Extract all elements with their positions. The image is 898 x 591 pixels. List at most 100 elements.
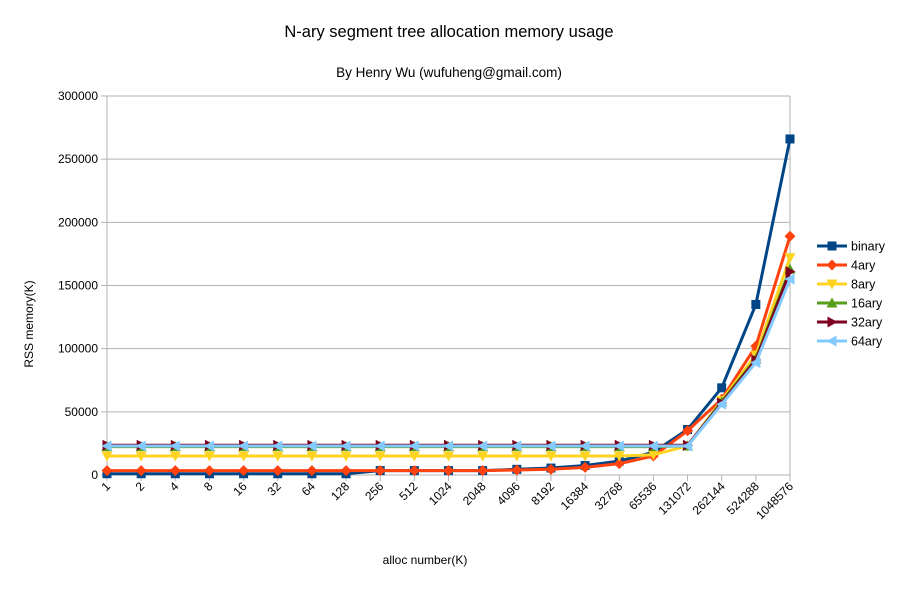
- data-point-binary: [751, 299, 761, 309]
- data-point-64ary: [545, 440, 556, 452]
- x-tick-label: 16384: [558, 479, 592, 513]
- data-point-8ary: [511, 451, 523, 462]
- legend-label: 4ary: [851, 259, 876, 273]
- y-tick-label: 200000: [58, 215, 98, 229]
- x-tick-label: 32768: [592, 479, 626, 513]
- data-point-64ary: [169, 440, 180, 452]
- data-point-64ary: [306, 440, 317, 452]
- legend-label: binary: [851, 240, 886, 254]
- data-point-4ary: [682, 425, 694, 437]
- data-point-64ary: [511, 440, 522, 452]
- data-point-8ary: [408, 451, 420, 462]
- data-point-32ary: [785, 266, 796, 278]
- data-point-64ary: [784, 273, 795, 285]
- data-point-64ary: [750, 357, 761, 369]
- data-point-4ary: [135, 465, 147, 477]
- x-tick-label: 131072: [655, 479, 693, 517]
- x-tick-label: 512: [396, 479, 420, 503]
- data-point-64ary: [374, 440, 385, 452]
- data-point-64ary: [613, 440, 624, 452]
- legend-marker: [826, 279, 838, 290]
- series-line-64ary: [107, 278, 792, 448]
- legend-item-4ary: 4ary: [817, 259, 876, 273]
- data-point-8ary: [135, 451, 147, 462]
- data-point-4ary: [477, 465, 489, 477]
- data-point-64ary: [101, 440, 112, 452]
- data-point-8ary: [579, 451, 591, 462]
- x-tick-label: 256: [362, 479, 386, 503]
- x-tick-label: 128: [328, 479, 352, 503]
- x-tick-label: 16: [230, 479, 250, 499]
- data-point-8ary: [238, 451, 250, 462]
- legend-label: 8ary: [851, 278, 876, 292]
- y-tick-label: 150000: [58, 279, 98, 293]
- data-point-8ary: [647, 450, 659, 461]
- data-point-64ary: [238, 440, 249, 452]
- legend-label: 16ary: [851, 297, 883, 311]
- legend-marker: [827, 316, 838, 328]
- x-tick-label: 32: [265, 479, 285, 499]
- legend-marker: [827, 241, 837, 251]
- data-point-4ary: [340, 465, 352, 477]
- legend-label: 32ary: [851, 316, 883, 330]
- data-point-64ary: [203, 440, 214, 452]
- y-tick-label: 250000: [58, 152, 98, 166]
- legend-item-16ary: 16ary: [817, 297, 883, 311]
- chart-title: N-ary segment tree allocation memory usa…: [284, 23, 613, 41]
- series-64ary: [101, 273, 795, 452]
- y-tick-label: 50000: [65, 405, 99, 419]
- series-line-binary: [107, 138, 792, 476]
- series-line-16ary: [107, 268, 792, 449]
- data-point-64ary: [647, 440, 658, 452]
- data-point-4ary: [203, 465, 215, 477]
- chart-subtitle: By Henry Wu (wufuheng@gmail.com): [336, 65, 562, 80]
- x-axis-label: alloc number(K): [383, 553, 468, 567]
- series-line-32ary: [107, 271, 792, 447]
- x-tick-label: 8: [201, 479, 216, 494]
- data-point-8ary: [340, 451, 352, 462]
- data-point-8ary: [272, 451, 284, 462]
- data-point-binary: [785, 134, 795, 144]
- grid: [101, 95, 791, 476]
- y-tick-label: 300000: [58, 89, 98, 103]
- data-point-64ary: [272, 440, 283, 452]
- x-tick-label: 262144: [690, 479, 728, 517]
- data-point-4ary: [443, 465, 454, 477]
- legend-marker: [826, 259, 838, 271]
- x-tick-label: 2048: [460, 479, 489, 508]
- data-point-4ary: [545, 463, 557, 475]
- x-tick-label: 64: [299, 479, 319, 499]
- data-point-64ary: [716, 398, 727, 410]
- data-point-8ary: [374, 451, 386, 462]
- legend-item-64ary: 64ary: [817, 335, 883, 349]
- data-point-64ary: [477, 440, 488, 452]
- y-tick-label: 100000: [58, 342, 98, 356]
- x-tick-label: 8192: [528, 479, 557, 508]
- x-tick-label: 4: [167, 479, 182, 494]
- y-tick-label: 0: [91, 468, 98, 482]
- y-axis-label: RSS memory(K): [22, 280, 36, 367]
- data-point-4ary: [511, 464, 523, 476]
- x-tick-label: 1048576: [753, 479, 796, 522]
- x-tick-label: 1024: [426, 479, 455, 508]
- data-point-8ary: [169, 451, 181, 462]
- data-point-4ary: [784, 230, 796, 242]
- series-8ary: [101, 253, 796, 462]
- legend-item-8ary: 8ary: [817, 278, 876, 292]
- data-point-8ary: [306, 451, 318, 462]
- data-point-8ary: [477, 451, 489, 462]
- x-tick-label: 4096: [494, 479, 523, 508]
- data-point-8ary: [101, 451, 113, 462]
- data-point-64ary: [682, 440, 693, 452]
- legend-item-32ary: 32ary: [817, 316, 883, 330]
- data-point-8ary: [613, 451, 625, 462]
- data-point-4ary: [306, 465, 318, 477]
- data-point-64ary: [443, 440, 453, 452]
- legend-marker: [826, 297, 838, 308]
- data-point-4ary: [169, 465, 181, 477]
- data-point-8ary: [784, 253, 796, 264]
- legend-item-binary: binary: [817, 240, 886, 254]
- data-point-binary: [717, 383, 727, 393]
